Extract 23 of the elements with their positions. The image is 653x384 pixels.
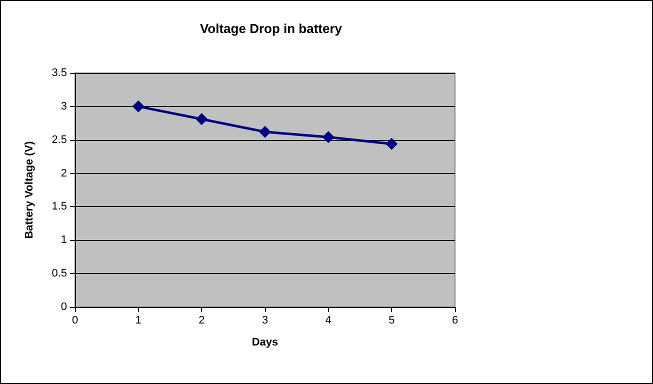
x-tick-label: 4 [325,314,332,326]
y-tick-label: 2 [60,167,67,180]
point [386,138,398,150]
x-axis-title: Days [252,336,278,348]
y-tick-label: 3.5 [52,67,67,79]
point [196,113,208,126]
x-tick-label: 3 [262,314,268,326]
x-tick-label: 5 [388,314,395,326]
y-axis-title: Battery Voltage (V) [24,140,36,239]
point [132,100,144,112]
x-tick-label: 2 [198,314,205,326]
point [322,131,334,144]
y-tick-label: 1 [60,234,67,246]
chart-title: Voltage Drop in battery [200,21,343,36]
y-tick-label: 2.5 [52,134,67,146]
x-tick-label: 6 [452,314,458,326]
point [259,126,271,138]
y-tick-label: 1.5 [52,200,67,213]
y-tick-label: 0 [60,301,67,313]
x-tick-label: 0 [72,314,78,326]
y-tick-label: 0.5 [52,268,67,280]
x-tick-label: 1 [135,314,142,326]
y-tick-label: 3 [60,100,67,112]
